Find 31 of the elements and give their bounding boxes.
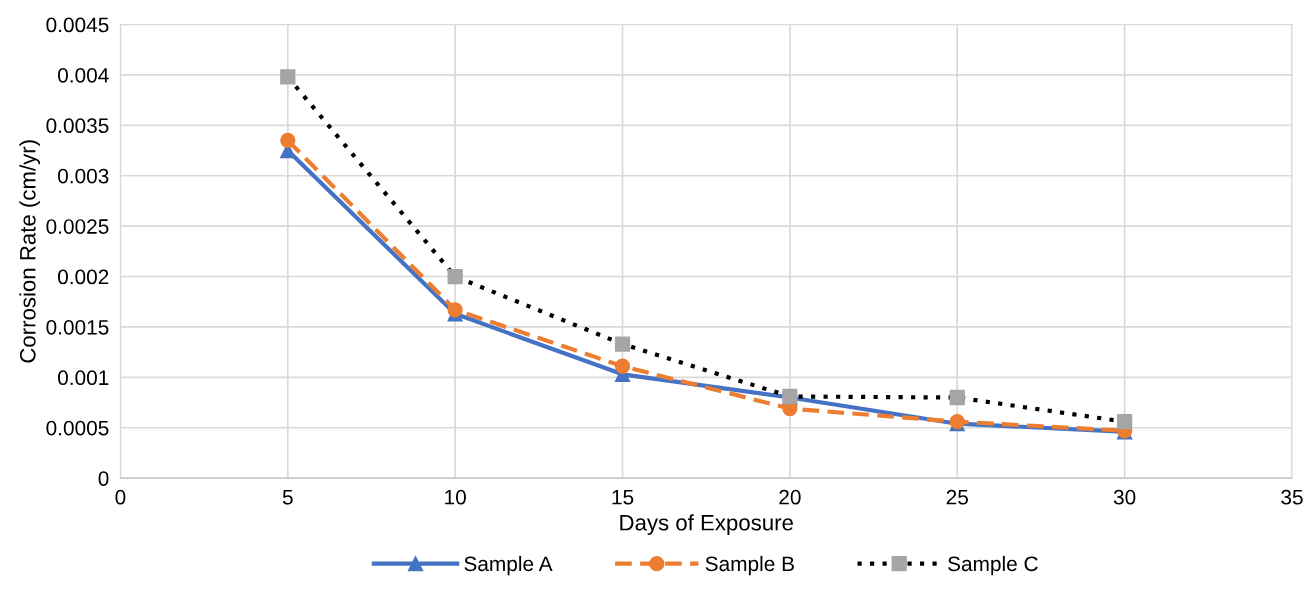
point: [1116, 414, 1133, 430]
x-axis-title: Days of Exposure: [620, 514, 793, 535]
point: [280, 132, 296, 149]
x-tick-label: 20: [779, 489, 801, 505]
y-tick-label: 0.0035: [46, 118, 109, 134]
y-tick-label: 0.0025: [46, 219, 109, 234]
x-tick-label: 35: [1281, 489, 1303, 505]
y-axis-title: Corrosion Rate (cm/yr): [19, 140, 41, 363]
y-tick-label: 0.0015: [46, 319, 109, 335]
y-tick-label: 0.004: [58, 67, 109, 83]
x-tick-label: 30: [1113, 489, 1136, 505]
y-tick-label: 0.0005: [46, 420, 109, 436]
point: [614, 336, 631, 352]
y-tick-label: 0.001: [58, 370, 109, 386]
point: [280, 69, 296, 85]
point: [447, 302, 463, 318]
legend-label: Sample A: [464, 555, 553, 576]
y-tick-label: 0.0045: [46, 17, 109, 33]
x-tick-label: 0: [115, 489, 126, 505]
x-tick-label: 5: [282, 490, 293, 505]
point: [614, 358, 631, 374]
y-tick-label: 0.003: [58, 168, 109, 184]
x-tick-label: 10: [445, 489, 466, 505]
legend-label: Sample B: [705, 555, 794, 576]
y-tick-label: 0.002: [58, 269, 109, 285]
point: [949, 389, 965, 406]
legend-label: Sample C: [948, 555, 1038, 576]
x-tick-label: 15: [612, 490, 634, 505]
y-tick-label: 0: [98, 471, 109, 486]
x-tick-label: 25: [946, 489, 968, 505]
point: [447, 268, 463, 285]
